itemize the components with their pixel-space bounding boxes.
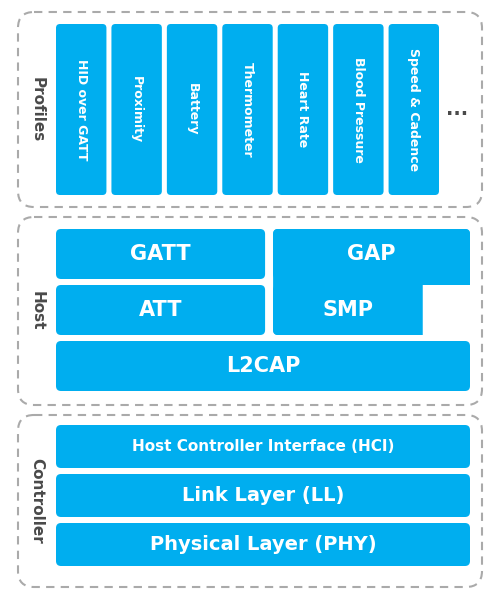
FancyBboxPatch shape xyxy=(273,229,470,335)
FancyBboxPatch shape xyxy=(167,24,218,195)
FancyBboxPatch shape xyxy=(56,24,106,195)
Text: ...: ... xyxy=(446,100,468,119)
FancyBboxPatch shape xyxy=(112,24,162,195)
FancyBboxPatch shape xyxy=(273,285,422,335)
FancyBboxPatch shape xyxy=(56,523,470,566)
Text: Speed & Cadence: Speed & Cadence xyxy=(408,48,420,171)
Text: HID over GATT: HID over GATT xyxy=(74,59,88,160)
FancyBboxPatch shape xyxy=(56,229,265,279)
FancyBboxPatch shape xyxy=(388,24,439,195)
Text: Host Controller Interface (HCI): Host Controller Interface (HCI) xyxy=(132,439,394,454)
FancyBboxPatch shape xyxy=(333,24,384,195)
Text: Battery: Battery xyxy=(186,83,198,136)
Text: Thermometer: Thermometer xyxy=(241,62,254,157)
Text: Physical Layer (PHY): Physical Layer (PHY) xyxy=(150,535,376,554)
Text: L2CAP: L2CAP xyxy=(226,356,300,376)
FancyBboxPatch shape xyxy=(18,415,482,587)
Text: Controller: Controller xyxy=(30,458,44,544)
FancyBboxPatch shape xyxy=(56,425,470,468)
Text: GAP: GAP xyxy=(348,244,396,264)
Text: SMP: SMP xyxy=(322,300,374,320)
FancyBboxPatch shape xyxy=(56,341,470,391)
Text: Profiles: Profiles xyxy=(30,77,44,142)
FancyBboxPatch shape xyxy=(56,285,265,335)
Text: Link Layer (LL): Link Layer (LL) xyxy=(182,486,344,505)
Text: ATT: ATT xyxy=(139,300,182,320)
FancyBboxPatch shape xyxy=(273,229,470,279)
Text: Heart Rate: Heart Rate xyxy=(296,71,310,148)
Text: Blood Pressure: Blood Pressure xyxy=(352,56,365,163)
Text: Proximity: Proximity xyxy=(130,76,143,143)
Text: Host: Host xyxy=(30,291,44,331)
Text: GATT: GATT xyxy=(130,244,191,264)
FancyBboxPatch shape xyxy=(422,285,470,335)
FancyBboxPatch shape xyxy=(278,24,328,195)
FancyBboxPatch shape xyxy=(222,24,272,195)
FancyBboxPatch shape xyxy=(18,12,482,207)
FancyBboxPatch shape xyxy=(18,217,482,405)
FancyBboxPatch shape xyxy=(56,474,470,517)
